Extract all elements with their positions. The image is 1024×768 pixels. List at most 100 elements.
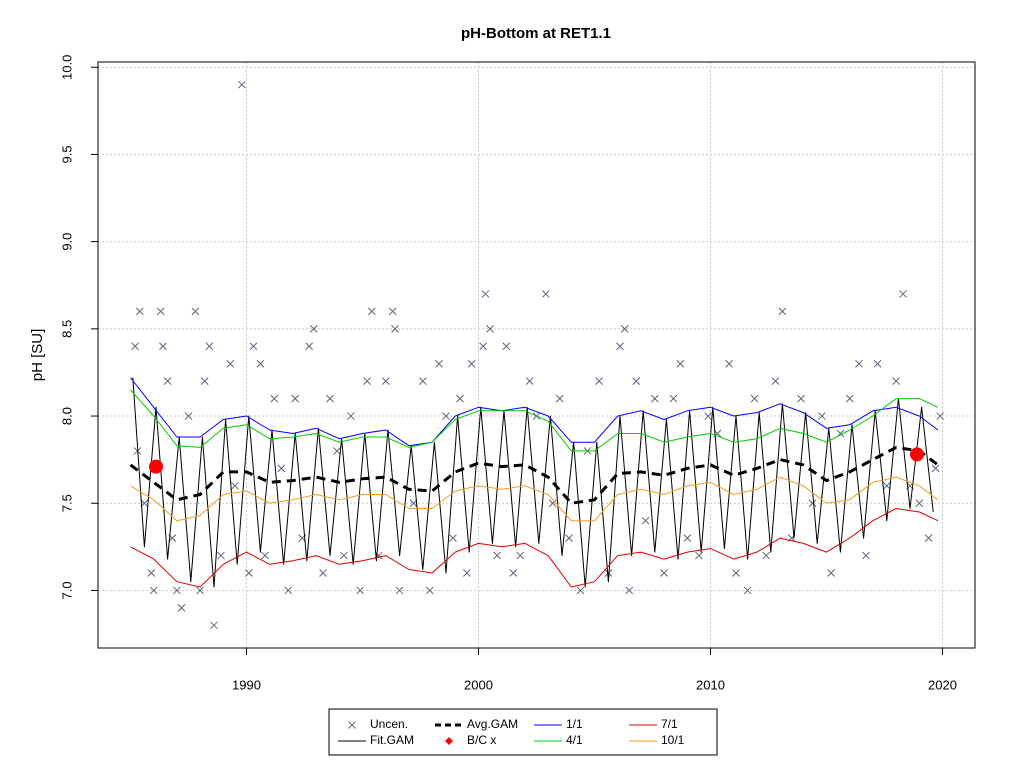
y-tick-label: 9.5 (59, 145, 74, 163)
data-point (381, 377, 390, 386)
legend-label: Avg.GAM (467, 717, 518, 731)
fit-line (130, 377, 939, 447)
data-point (425, 586, 434, 595)
data-point (205, 342, 214, 351)
grid (98, 62, 975, 648)
legend-symbol (445, 737, 453, 745)
data-point (210, 621, 218, 630)
data-point (683, 534, 692, 542)
data-point (616, 342, 624, 351)
data-point (231, 481, 239, 490)
data-point (797, 394, 805, 403)
chart-title: pH-Bottom at RET1.1 (461, 25, 611, 42)
x-tick-label: 1990 (232, 677, 261, 692)
y-tick-label: 7.0 (59, 581, 74, 599)
data-point (261, 551, 269, 560)
data-point (217, 551, 225, 560)
data-point (625, 586, 634, 595)
data-point (347, 412, 355, 420)
data-point (525, 377, 534, 386)
data-point (882, 481, 891, 490)
data-point (367, 307, 376, 316)
data-point (326, 394, 334, 403)
data-point (196, 586, 204, 595)
data-point (620, 324, 629, 333)
data-point (395, 586, 404, 595)
x-tick-label: 2010 (696, 677, 725, 692)
data-point (695, 551, 703, 560)
data-point (931, 464, 940, 473)
data-point (147, 569, 156, 577)
data-point (131, 342, 139, 351)
data-point (899, 290, 907, 298)
axes: 1990 2000 2010 2020 7.0 7.5 8.0 8.5 9.0 9.5 10.0 (59, 55, 957, 693)
data-point (333, 447, 341, 455)
data-point (163, 377, 172, 386)
data-point (873, 359, 882, 368)
data-point (632, 377, 641, 386)
data-point (237, 80, 246, 89)
y-tick-label: 10.0 (59, 55, 74, 80)
data-point (845, 394, 854, 403)
data-point (449, 534, 457, 542)
legend-label: B/C x (467, 733, 496, 747)
data-point (467, 359, 476, 368)
data-point (493, 551, 501, 560)
fit-line (130, 476, 939, 522)
data-point (356, 586, 365, 595)
y-tick-label: 7.5 (59, 494, 74, 512)
data-point (924, 534, 933, 542)
data-point (159, 342, 167, 351)
data-point (555, 394, 564, 403)
data-point (650, 394, 659, 403)
data-point (479, 342, 487, 351)
data-point (516, 551, 525, 560)
data-point (641, 516, 650, 525)
data-point (704, 412, 713, 420)
data-point (409, 499, 418, 508)
data-point (244, 569, 253, 577)
data-point (827, 569, 836, 577)
data-point (456, 394, 464, 403)
data-point (576, 586, 585, 595)
plot-frame (97, 61, 976, 649)
data-point (284, 586, 293, 595)
data-point (200, 377, 209, 386)
data-point (319, 569, 327, 577)
data-point (481, 290, 490, 298)
data-point (892, 377, 900, 386)
data-point (778, 307, 787, 316)
data-point (305, 342, 313, 351)
data-point (725, 359, 733, 368)
data-point (750, 394, 759, 403)
fit-line (130, 508, 939, 588)
data-point (936, 412, 945, 420)
data-point (743, 586, 752, 595)
data-point (771, 377, 780, 386)
data-point (509, 569, 518, 577)
data-point (340, 551, 348, 560)
data-point (565, 534, 573, 542)
legend-label: 1/1 (566, 717, 583, 731)
data-point (915, 499, 924, 508)
bc-point (909, 447, 924, 462)
data-point (270, 394, 279, 403)
data-point (277, 464, 286, 473)
data-point (149, 586, 158, 595)
data-point (502, 342, 511, 351)
data-point (541, 290, 550, 298)
plot-marks (129, 80, 945, 630)
data-point (762, 551, 771, 560)
y-tick-label: 9.0 (59, 233, 74, 251)
legend-label: 4/1 (566, 733, 583, 747)
data-point (855, 359, 863, 368)
legend-label: Fit.GAM (370, 733, 414, 747)
data-point (418, 377, 427, 386)
data-point (391, 324, 399, 333)
data-point (291, 394, 300, 403)
data-point (388, 307, 397, 316)
fit-line (130, 389, 939, 452)
data-point (309, 324, 318, 333)
